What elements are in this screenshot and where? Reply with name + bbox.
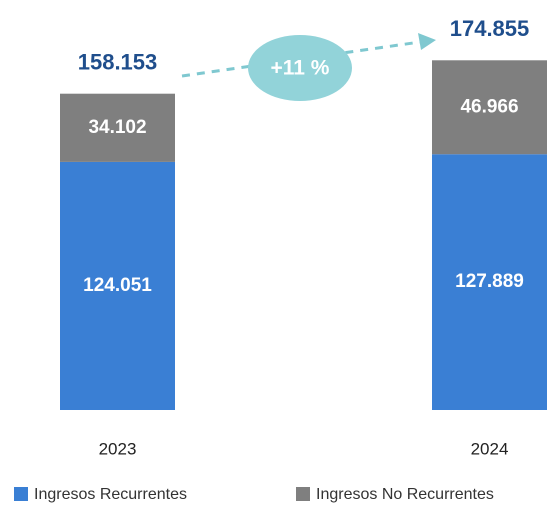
bar-segment: [60, 93, 175, 162]
legend-label: Ingresos No Recurrentes: [316, 486, 494, 503]
bar-segment: [432, 60, 547, 155]
bar-segment: [432, 154, 547, 410]
legend-swatch: [296, 487, 310, 501]
x-tick-label: 2024: [471, 439, 509, 458]
segment-label: 127.889: [455, 271, 524, 292]
segment-label: 46.966: [460, 96, 518, 117]
total-label: 174.855: [450, 16, 530, 41]
total-label: 158.153: [78, 50, 158, 75]
arrow-head: [418, 33, 436, 50]
growth-label: +11 %: [271, 57, 330, 80]
legend-label: Ingresos Recurrentes: [34, 486, 187, 503]
segment-label: 124.051: [83, 275, 152, 296]
legend-swatch: [14, 487, 28, 501]
x-tick-label: 2023: [99, 439, 137, 458]
growth-bubble: [248, 35, 352, 101]
segment-label: 34.102: [88, 117, 146, 138]
bar-segment: [60, 161, 175, 410]
